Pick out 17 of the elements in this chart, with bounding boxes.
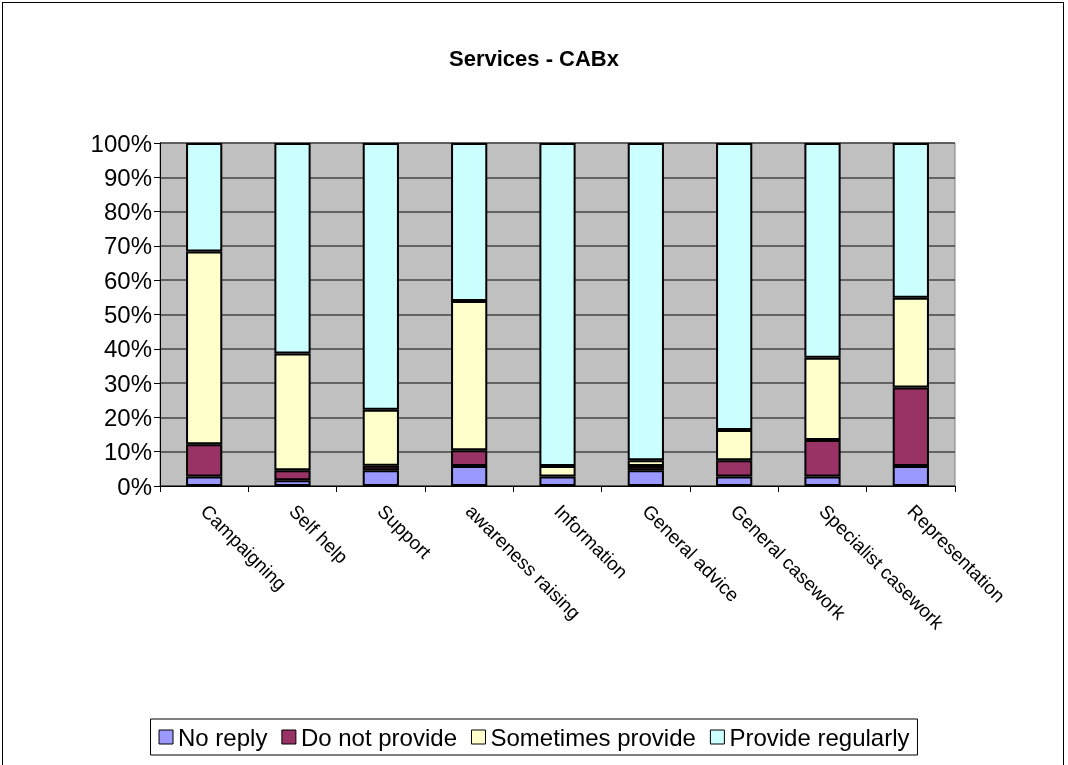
chart-title: Services - CABx — [449, 45, 620, 71]
y-tick-label: 100% — [90, 129, 152, 157]
y-tick-label: 30% — [103, 369, 152, 397]
legend-label: Provide regularly — [729, 723, 910, 751]
y-tick-label: 10% — [103, 438, 152, 466]
y-tick-label: 50% — [103, 301, 152, 328]
y-tick-label: 80% — [103, 198, 152, 226]
y-tick-label: 60% — [103, 266, 152, 294]
y-tick-label: 90% — [103, 163, 152, 191]
y-tick-label: 40% — [103, 335, 152, 363]
y-tick-label: 0% — [117, 472, 152, 500]
legend-label: Do not provide — [300, 723, 457, 751]
legend-label: Sometimes provide — [490, 723, 696, 751]
legend-label: No reply — [178, 723, 268, 751]
y-tick-label: 20% — [103, 403, 152, 431]
x-tick-label: Self help — [285, 500, 353, 568]
y-tick-label: 70% — [103, 232, 152, 260]
